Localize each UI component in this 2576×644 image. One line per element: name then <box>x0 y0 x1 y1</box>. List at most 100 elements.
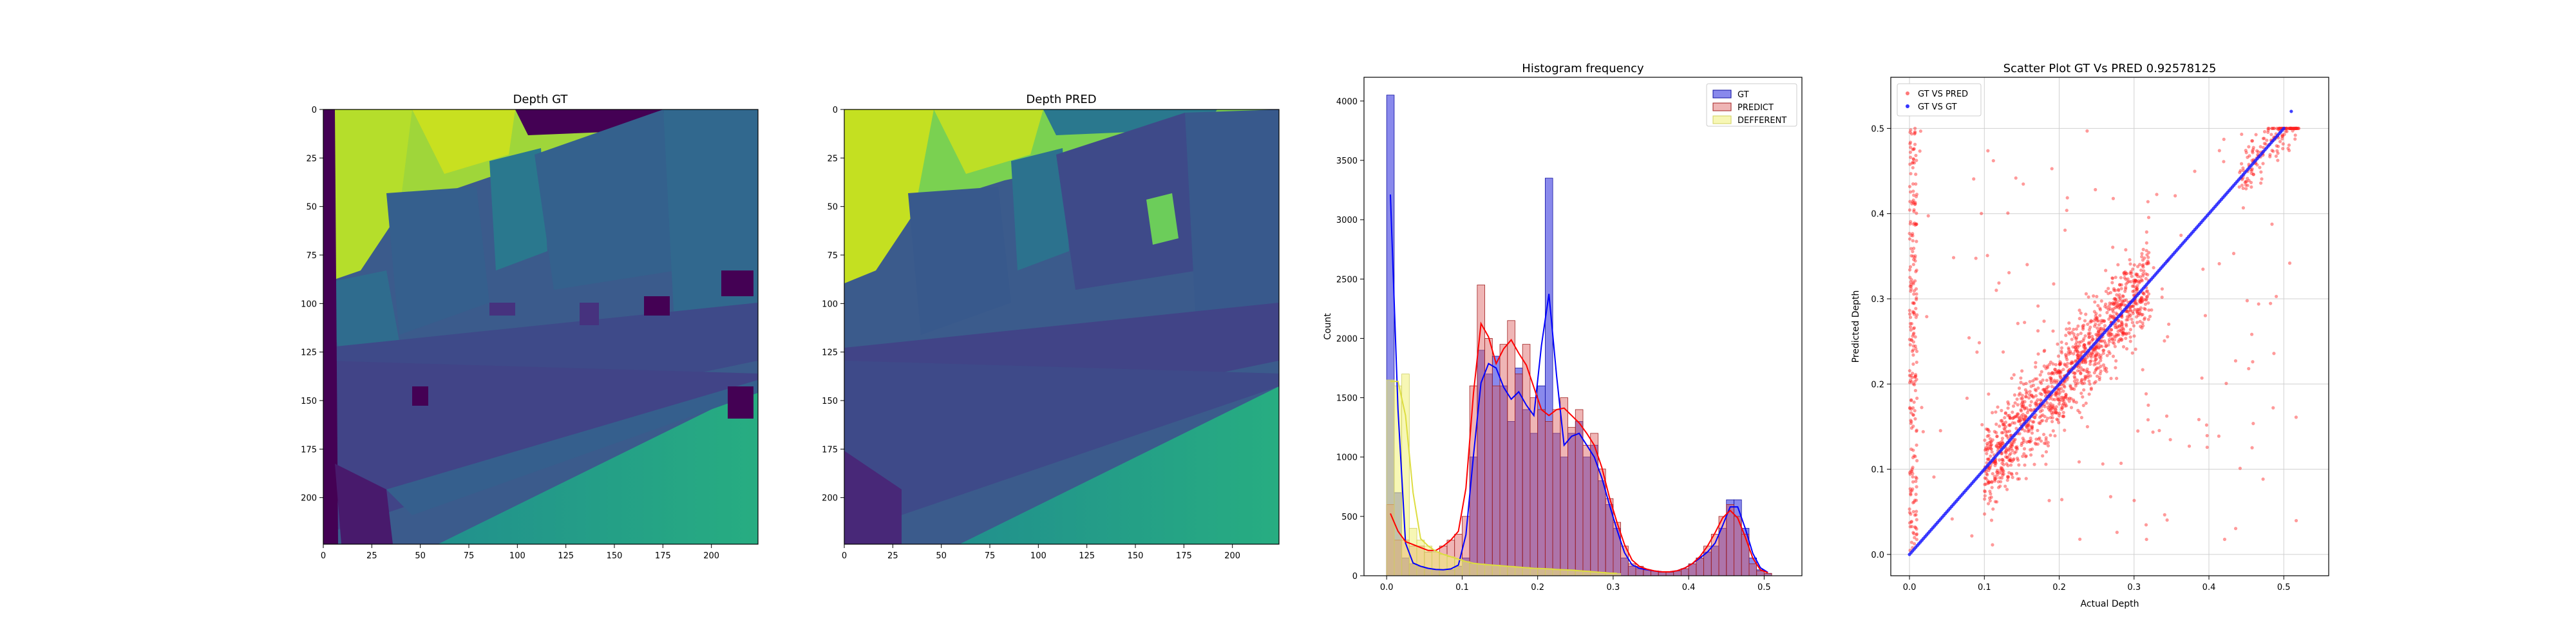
scatter-point <box>2010 444 2014 448</box>
scatter-point <box>2113 301 2117 305</box>
scatter-point <box>1914 287 1918 291</box>
scatter-point <box>2101 348 2105 352</box>
scatter-point <box>2241 186 2245 191</box>
depth-gt-x-axis: 0 25 50 75 100 125 150 175 200 <box>321 544 719 561</box>
legend-label: GT VS GT <box>1918 102 1957 112</box>
scatter-point <box>2031 420 2035 424</box>
scatter-point <box>1911 501 1915 505</box>
scatter-point <box>2038 373 2042 377</box>
scatter-point <box>1914 475 1918 479</box>
scatter-point <box>2136 309 2139 313</box>
histogram-bar <box>1492 565 1501 576</box>
scatter-point <box>2047 363 2051 366</box>
scatter-point <box>2030 393 2034 397</box>
scatter-point <box>2083 343 2087 347</box>
scatter-point <box>2085 355 2089 359</box>
scatter-point <box>2251 422 2255 426</box>
scatter-point <box>2123 299 2126 303</box>
scatter-point <box>1987 480 1992 484</box>
scatter-point <box>2058 362 2063 366</box>
scatter-point <box>2047 372 2050 375</box>
scatter-point <box>2107 304 2111 308</box>
scatter-point <box>2041 432 2046 437</box>
scatter-point <box>2007 429 2012 433</box>
scatter-point <box>2123 332 2126 336</box>
scatter-point <box>2270 222 2274 226</box>
depth-gt-title: Depth GT <box>513 93 569 106</box>
scatter-point <box>2033 415 2037 419</box>
scatter-point <box>2018 392 2022 395</box>
scatter-point <box>1998 424 2002 428</box>
scatter-point <box>1990 411 1994 415</box>
scatter-point <box>2098 377 2101 381</box>
scatter-point <box>1908 343 1912 346</box>
x-tick-label: 0.0 <box>1380 583 1394 592</box>
scatter-point <box>2079 381 2083 384</box>
scatter-point <box>1908 284 1912 289</box>
scatter-point <box>2222 537 2227 542</box>
scatter-point <box>2292 126 2296 130</box>
scatter-point <box>2139 298 2143 303</box>
scatter-point <box>2132 284 2136 288</box>
scatter-point <box>1911 332 1915 336</box>
scatter-point <box>2078 369 2082 373</box>
scatter-point <box>2151 430 2155 434</box>
scatter-point <box>2076 350 2079 354</box>
scatter-point <box>1909 220 1913 223</box>
scatter-point <box>2002 469 2005 473</box>
scatter-point <box>2040 381 2043 385</box>
scatter-point <box>2147 308 2151 312</box>
scatter-point <box>2006 447 2011 451</box>
scatter-point <box>2010 376 2014 380</box>
scatter-point <box>2269 133 2273 137</box>
scatter-point <box>2022 440 2025 444</box>
scatter-point <box>2123 289 2127 293</box>
scatter-point <box>2054 410 2058 415</box>
scatter-point <box>1908 471 1912 475</box>
scatter-point <box>2060 386 2063 390</box>
scatter-point <box>1988 437 1992 440</box>
scatter-point <box>1913 409 1917 413</box>
scatter-point <box>1909 132 1914 136</box>
scatter-point <box>2093 348 2097 352</box>
scatter-point <box>2024 477 2028 480</box>
scatter-point <box>1912 326 1917 330</box>
scatter-point <box>2012 440 2016 444</box>
scatter-point <box>2094 187 2098 192</box>
scatter-point <box>1911 531 1915 535</box>
scatter-point <box>2112 303 2116 307</box>
scatter-point <box>2044 419 2049 423</box>
scatter-point <box>2125 347 2129 351</box>
histogram-bar <box>1537 409 1546 576</box>
scatter-point <box>2021 416 2025 420</box>
scatter-point <box>2293 126 2297 130</box>
scatter-point <box>2248 154 2251 158</box>
scatter-point <box>1908 185 1912 189</box>
legend-label: GT <box>1738 90 1749 100</box>
scatter-point <box>2074 343 2078 346</box>
scatter-point <box>2084 359 2088 364</box>
histogram-bar <box>1681 568 1689 576</box>
scatter-point <box>2262 142 2266 146</box>
scatter-point <box>2078 410 2081 415</box>
scatter-point <box>2049 402 2052 406</box>
scatter-point <box>2088 335 2092 339</box>
scatter-point <box>1990 480 1994 484</box>
scatter-point <box>2031 379 2035 383</box>
scatter-point <box>2001 458 2005 462</box>
scatter-point <box>2145 241 2148 245</box>
scatter-point <box>2094 314 2098 318</box>
scatter-point <box>2049 408 2053 412</box>
scatter-point <box>2088 374 2092 378</box>
scatter-point <box>2112 289 2116 292</box>
scatter-point <box>2139 300 2143 304</box>
scatter-point <box>2034 361 2038 365</box>
scatter-point <box>2055 371 2059 375</box>
scatter-point <box>1909 247 1913 251</box>
y-tick-label: 0.0 <box>1871 551 1884 560</box>
scatter-point <box>2060 406 2065 410</box>
scatter-point <box>2222 160 2226 164</box>
scatter-point <box>2016 419 2020 423</box>
scatter-point <box>2086 370 2090 374</box>
scatter-point <box>2002 426 2006 430</box>
